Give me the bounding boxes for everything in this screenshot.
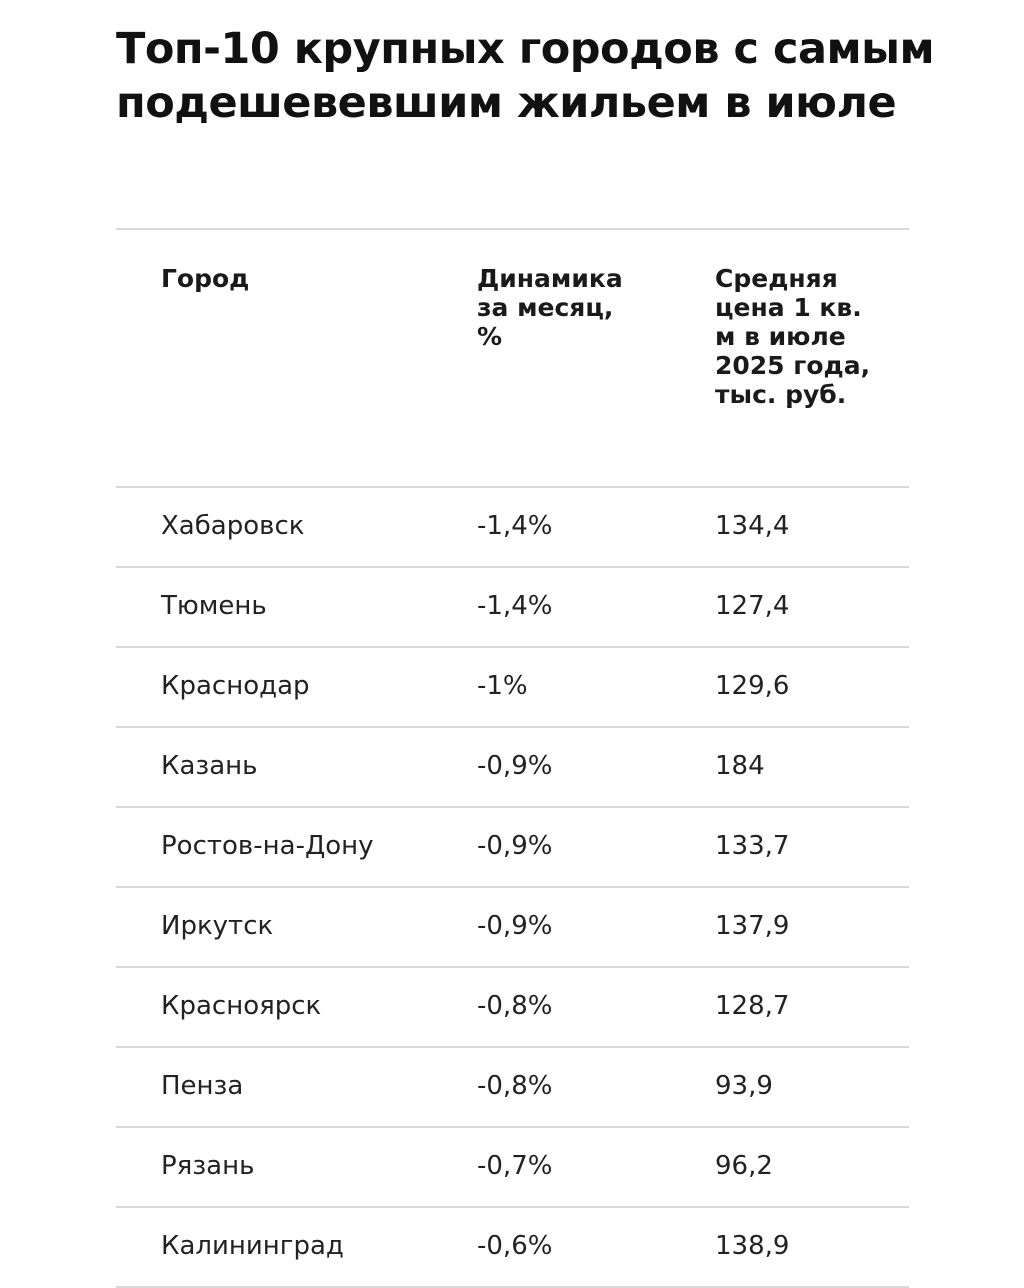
cell-price: 128,7 (715, 991, 790, 1021)
cell-change: -0,9% (477, 751, 553, 781)
cell-change: -1,4% (477, 511, 553, 541)
cell-city: Хабаровск (161, 511, 305, 541)
cell-change: -1,4% (477, 591, 553, 621)
header-change: Динамика за месяц, % (477, 264, 623, 351)
cell-change: -0,7% (477, 1151, 553, 1181)
table-row: Пенза -0,8% 93,9 (116, 1048, 909, 1128)
table-row: Красноярск -0,8% 128,7 (116, 968, 909, 1048)
cell-change: -0,9% (477, 911, 553, 941)
cell-city: Рязань (161, 1151, 255, 1181)
cell-change: -1% (477, 671, 528, 701)
cell-price: 129,6 (715, 671, 790, 701)
table-row: Казань -0,9% 184 (116, 728, 909, 808)
table-body: Хабаровск -1,4% 134,4 Тюмень -1,4% 127,4 Красн… (116, 488, 909, 1288)
cell-change: -0,9% (477, 831, 553, 861)
cell-price: 133,7 (715, 831, 790, 861)
table-header-row: Город Динамика за месяц, % Средняя цена … (116, 230, 909, 488)
cell-change: -0,8% (477, 991, 553, 1021)
cell-price: 96,2 (715, 1151, 773, 1181)
cell-price: 184 (715, 751, 765, 781)
cell-city: Ростов-на-Дону (161, 831, 374, 861)
cell-city: Иркутск (161, 911, 274, 941)
cell-change: -0,8% (477, 1071, 553, 1101)
cell-city: Казань (161, 751, 258, 781)
chart-title: Топ-10 крупных городов с самым подешевев… (116, 24, 935, 128)
header-city: Город (161, 264, 250, 293)
table-row: Хабаровск -1,4% 134,4 (116, 488, 909, 568)
data-table: Город Динамика за месяц, % Средняя цена … (116, 228, 909, 1288)
table-row: Краснодар -1% 129,6 (116, 648, 909, 728)
table-row: Ростов-на-Дону -0,9% 133,7 (116, 808, 909, 888)
cell-city: Красноярск (161, 991, 322, 1021)
table-row: Рязань -0,7% 96,2 (116, 1128, 909, 1208)
cell-price: 93,9 (715, 1071, 773, 1101)
table-row: Калининград -0,6% 138,9 (116, 1208, 909, 1288)
cell-price: 134,4 (715, 511, 790, 541)
cell-city: Тюмень (161, 591, 267, 621)
cell-city: Калининград (161, 1231, 344, 1261)
cell-change: -0,6% (477, 1231, 553, 1261)
table-row: Тюмень -1,4% 127,4 (116, 568, 909, 648)
cell-city: Пенза (161, 1071, 244, 1101)
cell-price: 138,9 (715, 1231, 790, 1261)
cell-price: 127,4 (715, 591, 790, 621)
header-price: Средняя цена 1 кв. м в июле 2025 года, т… (715, 264, 871, 409)
table-row: Иркутск -0,9% 137,9 (116, 888, 909, 968)
cell-city: Краснодар (161, 671, 310, 701)
cell-price: 137,9 (715, 911, 790, 941)
